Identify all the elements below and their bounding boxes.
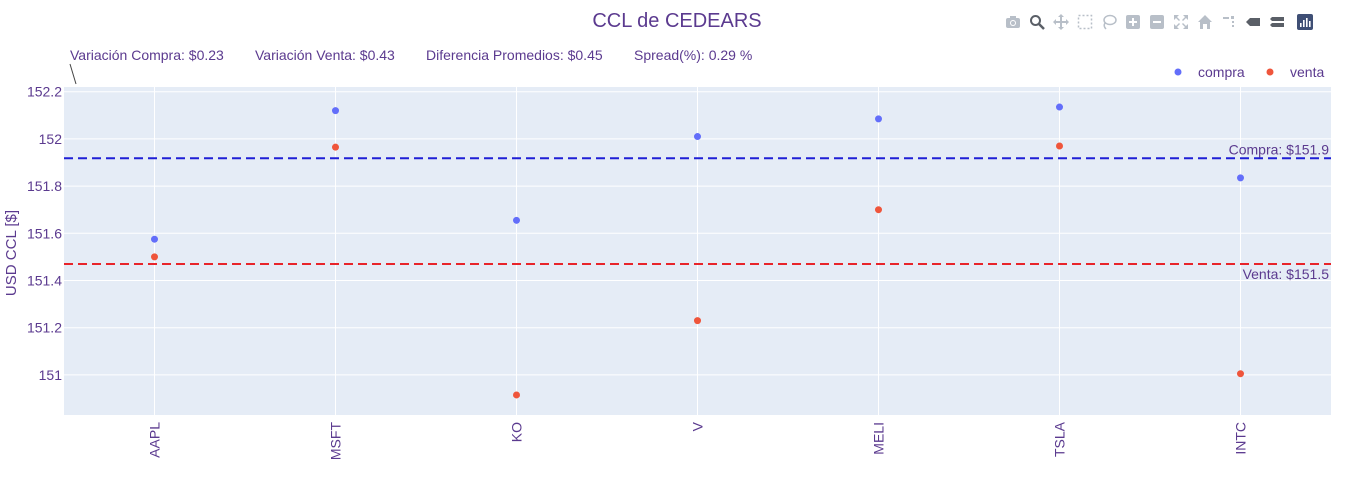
zoom-in-icon[interactable] [1125,14,1141,30]
data-point-venta[interactable] [694,317,701,325]
camera-icon[interactable] [1005,14,1021,30]
stats-annotation: Variación Venta: $0.43 [255,47,395,63]
data-point-compra[interactable] [332,107,339,115]
reference-line-label: Venta: $151.5 [1243,266,1330,282]
stats-annotation: Variación Compra: $0.23 [70,47,224,63]
data-point-compra[interactable] [694,133,701,141]
box-select-icon[interactable] [1077,14,1093,30]
data-point-venta[interactable] [1056,142,1063,150]
legend-label-venta[interactable]: venta [1290,64,1324,80]
y-axis-label: USD CCL [$] [3,210,20,296]
zoom-out-icon[interactable] [1149,14,1165,30]
data-point-compra[interactable] [1237,174,1244,182]
zoom-icon[interactable] [1029,14,1045,30]
legend-label-compra[interactable]: compra [1198,64,1245,80]
y-tick-label: 151.2 [27,320,62,336]
x-tick-label: MSFT [328,422,344,461]
pan-icon[interactable] [1053,14,1069,30]
data-point-venta[interactable] [1237,370,1244,378]
x-tick-label: TSLA [1052,421,1068,457]
plotly-logo-icon[interactable] [1297,14,1313,30]
chart-title: CCL de CEDEARS [592,10,761,32]
data-point-compra[interactable] [1056,103,1063,111]
reference-line-label: Compra: $151.9 [1229,141,1330,157]
legend-marker-compra[interactable] [1174,68,1182,76]
stats-annotation: Diferencia Promedios: $0.45 [426,47,603,63]
data-point-venta[interactable] [513,391,520,399]
data-point-compra[interactable] [513,216,520,224]
legend-marker-venta[interactable] [1266,68,1274,76]
data-point-venta[interactable] [875,206,882,214]
lasso-icon[interactable] [1101,14,1117,30]
stats-annotation: Spread(%): 0.29 % [634,47,752,63]
x-tick-label: MELI [871,422,887,455]
annotation-arrow [69,63,77,85]
x-tick-label: V [690,421,706,431]
data-point-compra[interactable] [151,235,158,243]
y-tick-label: 151.4 [27,272,62,288]
data-point-venta[interactable] [332,143,339,151]
y-tick-label: 151 [39,367,63,383]
y-tick-label: 152.2 [27,84,62,100]
autoscale-icon[interactable] [1173,14,1189,30]
modebar-toolbar [1005,12,1321,32]
spike-lines-icon[interactable] [1221,14,1237,30]
data-point-venta[interactable] [151,253,158,261]
hover-compare-icon[interactable] [1269,14,1285,30]
x-tick-label: KO [509,422,525,442]
data-point-compra[interactable] [875,115,882,123]
hover-closest-icon[interactable] [1245,14,1261,30]
y-tick-label: 151.6 [27,225,62,241]
y-tick-label: 152 [39,131,63,147]
y-tick-label: 151.8 [27,178,62,194]
x-tick-label: AAPL [147,422,163,458]
home-icon[interactable] [1197,14,1213,30]
x-tick-label: INTC [1233,422,1249,455]
